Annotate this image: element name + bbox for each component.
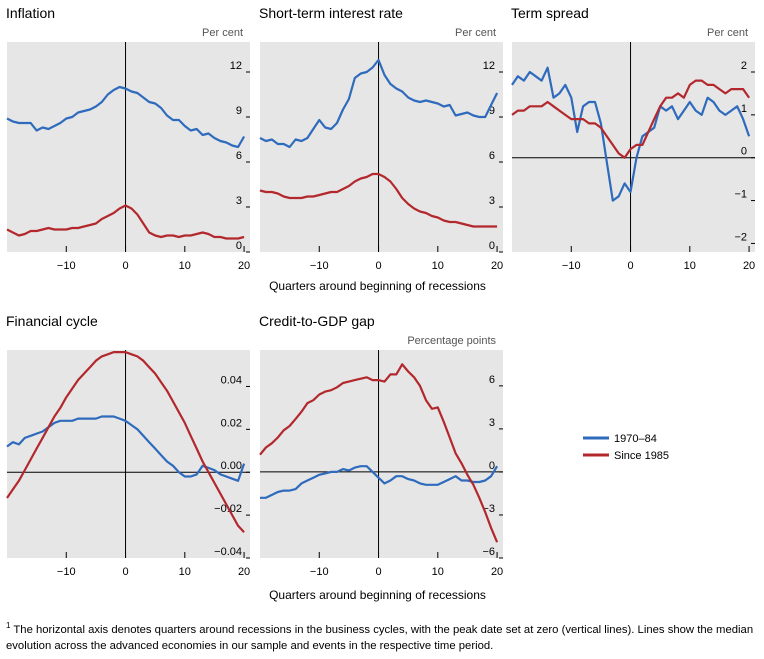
unit-label: Per cent [707,27,748,39]
x-tick-label: −10 [57,566,76,578]
x-tick-label: 0 [122,260,128,272]
footnote: 1 The horizontal axis denotes quarters a… [6,618,758,654]
series-line-since-1985 [259,172,498,228]
x-tick-label: 20 [491,566,503,578]
y-tick-label: 12 [483,60,495,72]
plot-area [7,42,250,252]
plot-area [260,42,503,252]
panel-inflation: Inflation Per cent −10 0 10 20 0 3 6 9 12 [6,5,250,272]
plot-area [260,350,503,558]
legend: 1970–84 Since 1985 [583,433,669,462]
y-tick-label: 0 [236,240,242,252]
x-tick-label: 10 [179,260,191,272]
x-tick-label: 0 [122,566,128,578]
x-tick-label: 20 [743,260,755,272]
y-tick-label: 0.02 [221,417,242,429]
y-tick-label: 3 [489,417,495,429]
panel-financial_cycle: Financial cycle−10 0 10 20−0.04−0.020.000.0… [6,313,250,578]
panel-title: Inflation [6,5,55,21]
series-line-1970-84 [260,465,499,499]
y-tick-label: 0 [489,240,495,252]
y-tick-label: 6 [489,150,495,162]
legend-label-since-1985: Since 1985 [614,450,669,462]
y-tick-label: 12 [230,60,242,72]
y-tick-label: 6 [489,374,495,386]
x-tick-label: 0 [375,260,381,272]
x-tick-label: 10 [684,260,696,272]
x-axis-label: Quarters around beginning of recessions [269,279,486,293]
x-tick-label: 20 [238,260,250,272]
series-line-1970-84 [6,85,246,149]
series-line-1970-84 [259,58,499,149]
x-tick-label: 10 [179,566,191,578]
y-tick-label: 9 [489,105,495,117]
unit-label: Percentage points [407,335,496,347]
x-tick-label: −10 [57,260,76,272]
panel-short_rate: Short-term interest rate Per cent −10 0 10 20… [259,5,503,293]
x-tick-label: 10 [432,566,444,578]
y-tick-label: 0 [741,146,747,158]
panel-title: Credit-to-GDP gap [259,313,375,329]
x-tick-label: −10 [562,260,581,272]
y-tick-label: 0 [489,460,495,472]
footnote-marker: 1 [6,621,11,630]
y-tick-label: 1 [741,103,747,115]
x-tick-label: −10 [310,260,329,272]
x-axis-label: Quarters around beginning of recessions [269,588,486,602]
y-tick-label: −2 [734,231,747,243]
series-line-since-1985 [259,363,499,543]
x-tick-label: 20 [238,566,250,578]
series-line-since-1985 [6,204,245,240]
panel-title: Financial cycle [6,313,98,329]
series-line-1970-84 [511,66,751,202]
y-tick-label: 6 [236,150,242,162]
panel-title: Short-term interest rate [259,5,403,21]
series-line-since-1985 [6,351,245,534]
panel-title: Term spread [511,5,589,21]
panel-credit_gdp_gap: Credit-to-GDP gap Percentage points −10 0 10… [259,313,503,602]
x-tick-label: 20 [491,260,503,272]
legend-label-1970-84: 1970–84 [614,433,657,445]
unit-label: Per cent [202,27,243,39]
y-tick-label: 3 [236,195,242,207]
footnote-text: The horizontal axis denotes quarters aro… [6,623,754,652]
plot-area [7,350,250,558]
x-tick-label: 0 [375,566,381,578]
unit-label: Per cent [455,27,496,39]
x-tick-label: −10 [310,566,329,578]
x-tick-label: 0 [627,260,633,272]
y-tick-label: 0.00 [221,460,242,472]
x-tick-label: 10 [432,260,444,272]
y-tick-label: 0.04 [221,374,242,386]
y-tick-label: 9 [236,105,242,117]
y-tick-label: −0.04 [214,546,242,558]
series-line-since-1985 [511,79,751,159]
y-tick-label: 3 [489,195,495,207]
y-tick-label: −6 [482,546,495,558]
y-tick-label: 2 [741,60,747,72]
y-tick-label: −1 [734,189,747,201]
